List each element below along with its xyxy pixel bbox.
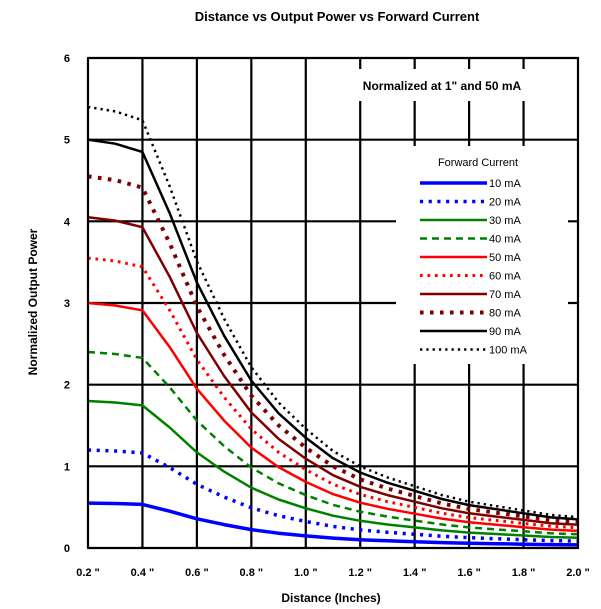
series-line-100-ma xyxy=(87,105,579,519)
annotation-text: Normalized at 1" and 50 mA xyxy=(363,79,522,93)
legend-items: 10 mA 20 mA 30 mA 40 mA 50 mA 60 mA 70 mA 80 mA… xyxy=(420,178,528,357)
series-line-50-ma xyxy=(87,301,579,533)
y-tick-label: 5 xyxy=(64,135,70,147)
tick-labels: 0.2 " 0.4 " 0.6 " 0.8 " 1.0 " 1.2 " 1.4 " 1.6 "… xyxy=(64,53,590,579)
y-tick-label: 3 xyxy=(64,298,70,310)
x-tick-label: 1.6 " xyxy=(457,567,481,579)
legend-label: 90 mA xyxy=(489,326,521,338)
x-tick-label: 0.6 " xyxy=(185,567,209,579)
x-tick-label: 0.8 " xyxy=(240,567,264,579)
y-tick-label: 6 xyxy=(64,53,70,65)
chart-title: Distance vs Output Power vs Forward Curr… xyxy=(195,9,480,24)
x-tick-label: 1.0 " xyxy=(294,567,318,579)
x-tick-label: 0.4 " xyxy=(131,567,155,579)
legend-label: 80 mA xyxy=(489,308,521,320)
y-tick-label: 2 xyxy=(64,380,70,392)
series-line-30-ma xyxy=(87,399,579,539)
x-tick-label: 1.2 " xyxy=(348,567,372,579)
legend-title: Forward Current xyxy=(438,157,518,169)
x-tick-label: 1.8 " xyxy=(512,567,536,579)
legend-label: 60 mA xyxy=(489,271,521,283)
y-tick-label: 0 xyxy=(64,543,70,555)
series-line-10-ma xyxy=(87,501,579,547)
legend: Forward Current 10 mA 20 mA 30 mA 40 mA 50 m… xyxy=(396,146,568,364)
legend-label: 50 mA xyxy=(489,252,521,264)
annotation-box: Normalized at 1" and 50 mA xyxy=(316,69,570,101)
legend-label: 70 mA xyxy=(489,289,521,301)
series-lines xyxy=(87,105,579,547)
x-axis-label: Distance (Inches) xyxy=(281,591,380,605)
series-line-90-ma xyxy=(87,138,579,521)
legend-label: 40 mA xyxy=(489,234,521,246)
series-line-70-ma xyxy=(87,216,579,527)
x-tick-label: 1.4 " xyxy=(403,567,427,579)
y-axis-label: Normalized Output Power xyxy=(26,228,40,375)
legend-label: 20 mA xyxy=(489,197,521,209)
x-tick-label: 0.2 " xyxy=(76,567,100,579)
y-tick-label: 4 xyxy=(64,216,71,228)
legend-label: 100 mA xyxy=(489,345,528,357)
legend-label: 10 mA xyxy=(489,178,521,190)
y-tick-label: 1 xyxy=(64,461,70,473)
x-tick-label: 2.0 " xyxy=(566,567,590,579)
series-line-60-ma xyxy=(87,256,579,530)
series-line-80-ma xyxy=(87,174,579,524)
plot-frame xyxy=(87,57,579,549)
legend-label: 30 mA xyxy=(489,215,521,227)
